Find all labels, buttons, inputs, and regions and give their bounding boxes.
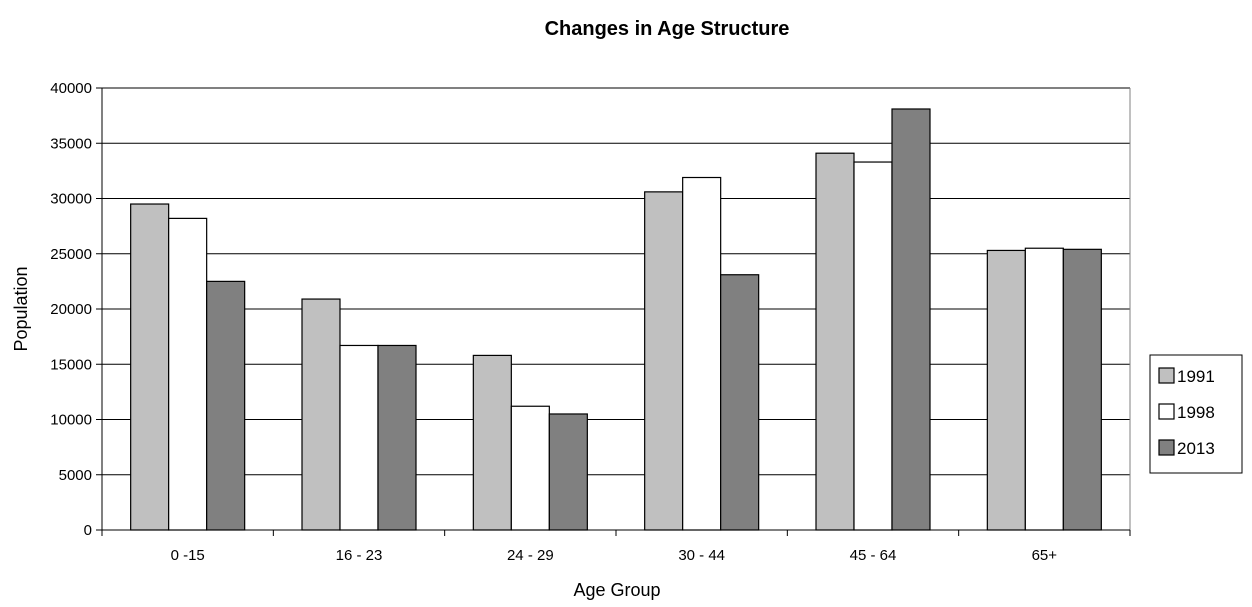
y-tick-label: 35000 (50, 135, 92, 152)
bar-2013-5 (1062, 248, 1102, 531)
bar-1998-2 (510, 405, 550, 531)
y-tick-label: 20000 (50, 301, 92, 318)
bar-1998-3 (682, 176, 722, 531)
bars (130, 108, 1102, 531)
y-tick-label: 15000 (50, 356, 92, 373)
bar-1991-5 (986, 249, 1026, 531)
x-tick-label: 24 - 29 (507, 547, 554, 564)
x-axis-title: Age Group (573, 580, 660, 600)
bar-1991-1 (301, 298, 341, 531)
x-tick-label: 30 - 44 (678, 547, 725, 564)
bar-1998-4 (853, 161, 893, 531)
x-tick-label: 16 - 23 (336, 547, 383, 564)
y-tick-label: 30000 (50, 191, 92, 208)
bar-2013-0 (206, 280, 246, 531)
legend-swatch-1998 (1158, 403, 1175, 420)
x-tick-label: 0 -15 (171, 547, 205, 564)
bar-2013-4 (891, 108, 931, 531)
x-axis-ticks: 0 -15 16 - 23 24 - 29 30 - 44 45 - 64 65+ (101, 530, 1131, 564)
y-tick-label: 25000 (50, 246, 92, 263)
bar-1991-0 (130, 203, 170, 531)
x-tick-label: 45 - 64 (850, 547, 897, 564)
bar-1998-0 (168, 217, 208, 531)
legend-label: 1998 (1177, 403, 1215, 422)
bar-1991-2 (472, 354, 512, 531)
bar-2013-1 (377, 344, 417, 531)
y-axis-ticks: 0 5000 10000 15000 20000 25000 30000 35000 40000 (50, 80, 102, 539)
y-tick-label: 10000 (50, 412, 92, 429)
bar-1998-5 (1024, 247, 1064, 531)
bar-1991-4 (815, 152, 855, 531)
gridlines (102, 87, 1130, 530)
x-tick-label: 65+ (1032, 547, 1058, 564)
bar-1998-1 (339, 344, 379, 531)
chart-title: Changes in Age Structure (545, 18, 790, 40)
y-tick-label: 40000 (50, 80, 92, 97)
bar-2013-2 (548, 413, 588, 531)
y-tick-label: 0 (84, 522, 92, 539)
legend-swatch-1991 (1158, 367, 1175, 384)
legend: 1991 1998 2013 (1149, 354, 1243, 474)
legend-label: 2013 (1177, 439, 1215, 458)
bar-2013-3 (720, 274, 760, 531)
legend-label: 1991 (1177, 367, 1215, 386)
y-tick-label: 5000 (59, 467, 92, 484)
legend-swatch-2013 (1158, 439, 1175, 456)
y-axis-title: Population (11, 266, 31, 351)
bar-1991-3 (644, 191, 684, 531)
